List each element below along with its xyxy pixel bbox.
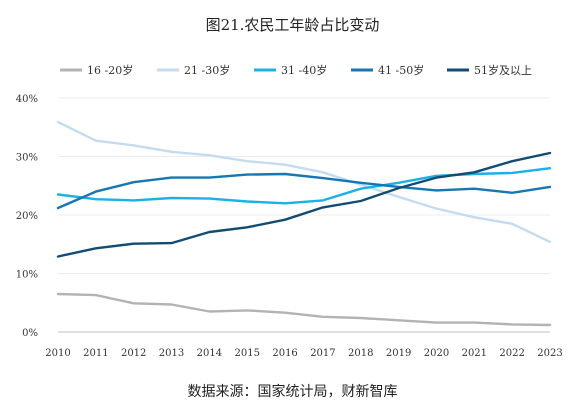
x-tick-label: 2020 <box>424 348 449 359</box>
series-line-3 <box>56 166 552 205</box>
x-tick-label: 2010 <box>45 348 70 359</box>
x-tick-label: 2019 <box>386 348 411 359</box>
legend: 16 -20岁 21 -30岁 31 -40岁 41 -50岁 51岁及以上 <box>60 63 532 77</box>
grid-lines <box>58 97 550 333</box>
x-tick-label: 2023 <box>537 348 562 359</box>
data-source-note: 数据来源：国家统计局，财新智库 <box>187 384 398 400</box>
x-tick-label: 2022 <box>499 348 524 359</box>
axes: 0% 10% 20% 30% 40% 2010 2011 2012 2013 2014 2015 20… <box>16 94 563 359</box>
x-tick-label: 2013 <box>159 348 184 359</box>
legend-label: 51岁及以上 <box>474 63 532 77</box>
x-tick-label: 2018 <box>348 348 373 359</box>
chart-title: 图21.农民工年龄占比变动 <box>205 16 380 34</box>
y-tick-label: 30% <box>16 153 38 164</box>
legend-label: 21 -30岁 <box>184 63 230 77</box>
x-tick-label: 2012 <box>121 348 146 359</box>
x-tick-label: 2021 <box>462 348 487 359</box>
series-lines <box>56 120 552 327</box>
y-tick-label: 0% <box>22 328 38 339</box>
legend-label: 16 -20岁 <box>87 63 133 77</box>
series-line-1 <box>56 292 552 327</box>
y-tick-label: 10% <box>16 270 38 281</box>
series-line-5 <box>56 151 552 258</box>
x-tick-label: 2014 <box>197 348 222 359</box>
series-line-2 <box>56 120 552 244</box>
y-tick-label: 40% <box>16 94 38 105</box>
series-line-4 <box>56 172 552 210</box>
x-tick-label: 2016 <box>272 348 297 359</box>
y-tick-label: 20% <box>16 211 38 222</box>
legend-label: 41 -50岁 <box>378 63 424 77</box>
x-tick-label: 2017 <box>310 348 335 359</box>
legend-label: 31 -40岁 <box>281 63 327 77</box>
x-tick-label: 2011 <box>83 348 108 359</box>
x-tick-label: 2015 <box>235 348 260 359</box>
